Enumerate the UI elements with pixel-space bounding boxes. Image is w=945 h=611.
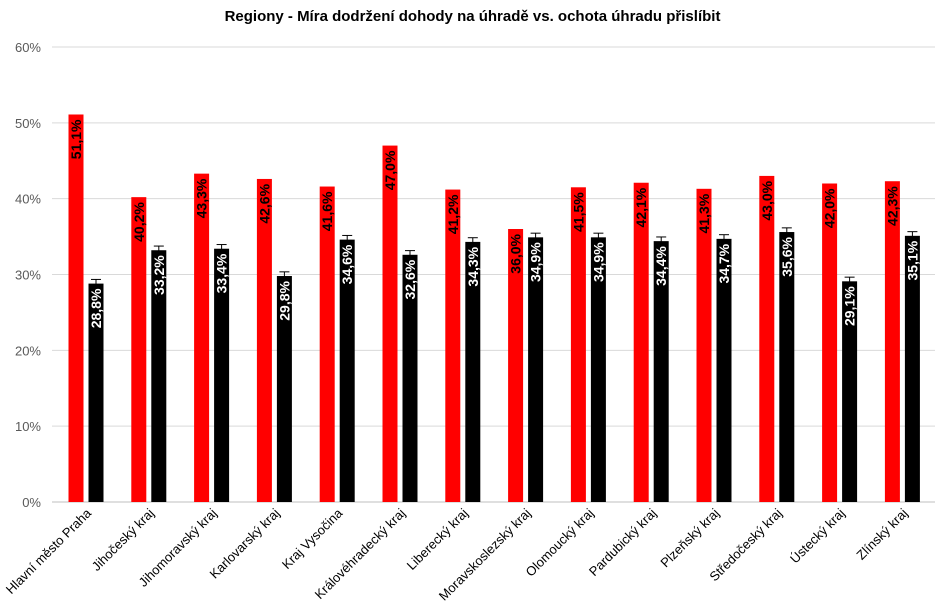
- bar-series-2: [653, 241, 669, 502]
- data-label: 34,6%: [339, 244, 355, 284]
- y-axis: 0% 10% 20% 30% 40% 50% 60%: [15, 40, 41, 510]
- data-label: 28,8%: [88, 288, 104, 328]
- category-label: Ústecký kraj: [787, 505, 848, 566]
- bar-series-2: [151, 250, 167, 502]
- category-label: Plzeňský kraj: [657, 505, 722, 570]
- data-label: 34,9%: [590, 242, 606, 282]
- bar-series-1: [131, 197, 147, 502]
- bar-series-1: [570, 187, 586, 502]
- y-tick-label: 10%: [15, 419, 41, 434]
- gridlines: [52, 46, 935, 503]
- bar-series-2: [904, 235, 920, 502]
- data-label: 43,3%: [194, 178, 210, 218]
- data-labels: 51,1% 28,8% 40,2%33,2% 43,3% 33,4% 42,6% 29,8%…: [68, 119, 920, 328]
- data-label: 29,8%: [276, 280, 292, 320]
- data-label: 42,3%: [884, 186, 900, 226]
- data-label: 34,9%: [528, 242, 544, 282]
- data-label: 42,6%: [256, 183, 272, 223]
- data-label: 47,0%: [382, 150, 398, 190]
- bar-series-2: [465, 241, 481, 502]
- data-label: 43,0%: [759, 180, 775, 220]
- y-tick-label: 20%: [15, 343, 41, 358]
- bar-series-1: [382, 145, 398, 503]
- bar-series-2: [402, 254, 418, 502]
- data-label: 35,6%: [779, 236, 795, 276]
- bar-series-1: [884, 181, 900, 502]
- data-label: 41,3%: [696, 193, 712, 233]
- bar-series-1: [68, 114, 84, 502]
- data-label: 42,1%: [633, 187, 649, 227]
- data-label: 41,2%: [445, 194, 461, 234]
- y-tick-label: 60%: [15, 40, 41, 55]
- bar-series-1: [445, 189, 461, 503]
- data-label: 41,6%: [319, 191, 335, 231]
- data-label: 34,7%: [716, 243, 732, 283]
- bar-series-2: [590, 237, 606, 502]
- chart-title: Regiony - Míra dodržení dohody na úhradě…: [224, 8, 721, 25]
- y-tick-label: 0%: [22, 495, 41, 510]
- data-label: 33,2%: [151, 255, 167, 295]
- data-label: 32,6%: [402, 259, 418, 299]
- data-label: 35,1%: [904, 240, 920, 280]
- bar-series-1: [194, 173, 210, 502]
- bar-series-2: [716, 238, 732, 502]
- data-label: 36,0%: [508, 233, 524, 273]
- bar-series-2: [779, 232, 795, 503]
- data-label: 41,5%: [570, 192, 586, 232]
- data-label: 34,4%: [653, 246, 669, 286]
- data-label: 29,1%: [842, 286, 858, 326]
- category-label: Liberecký kraj: [404, 505, 471, 572]
- bar-series-2: [88, 283, 104, 502]
- y-tick-label: 50%: [15, 116, 41, 131]
- category-label: Hlavní město Praha: [3, 505, 95, 597]
- bars: [68, 114, 920, 503]
- bar-series-2: [339, 239, 355, 502]
- bar-series-1: [256, 178, 272, 502]
- y-tick-label: 30%: [15, 268, 41, 283]
- bar-series-1: [508, 229, 524, 502]
- bar-series-2: [842, 281, 858, 502]
- data-label: 42,0%: [822, 188, 838, 228]
- bar-series-2: [214, 248, 230, 502]
- category-label: Zlínský kraj: [853, 505, 910, 562]
- data-label: 33,4%: [214, 253, 230, 293]
- category-label: Kraj Vysočina: [279, 505, 346, 572]
- bar-series-2: [276, 276, 292, 502]
- category-label: Jihočeský kraj: [89, 505, 157, 573]
- bar-series-1: [759, 175, 775, 502]
- bar-series-1: [822, 183, 838, 502]
- data-label: 51,1%: [68, 119, 84, 159]
- bar-series-1: [633, 182, 649, 502]
- bar-series-1: [319, 186, 335, 503]
- data-label: 40,2%: [131, 202, 147, 242]
- y-tick-label: 40%: [15, 192, 41, 207]
- bar-series-2: [528, 237, 544, 502]
- category-label: Pardubický kraj: [586, 505, 660, 579]
- data-label: 34,3%: [465, 246, 481, 286]
- bar-series-1: [696, 188, 712, 502]
